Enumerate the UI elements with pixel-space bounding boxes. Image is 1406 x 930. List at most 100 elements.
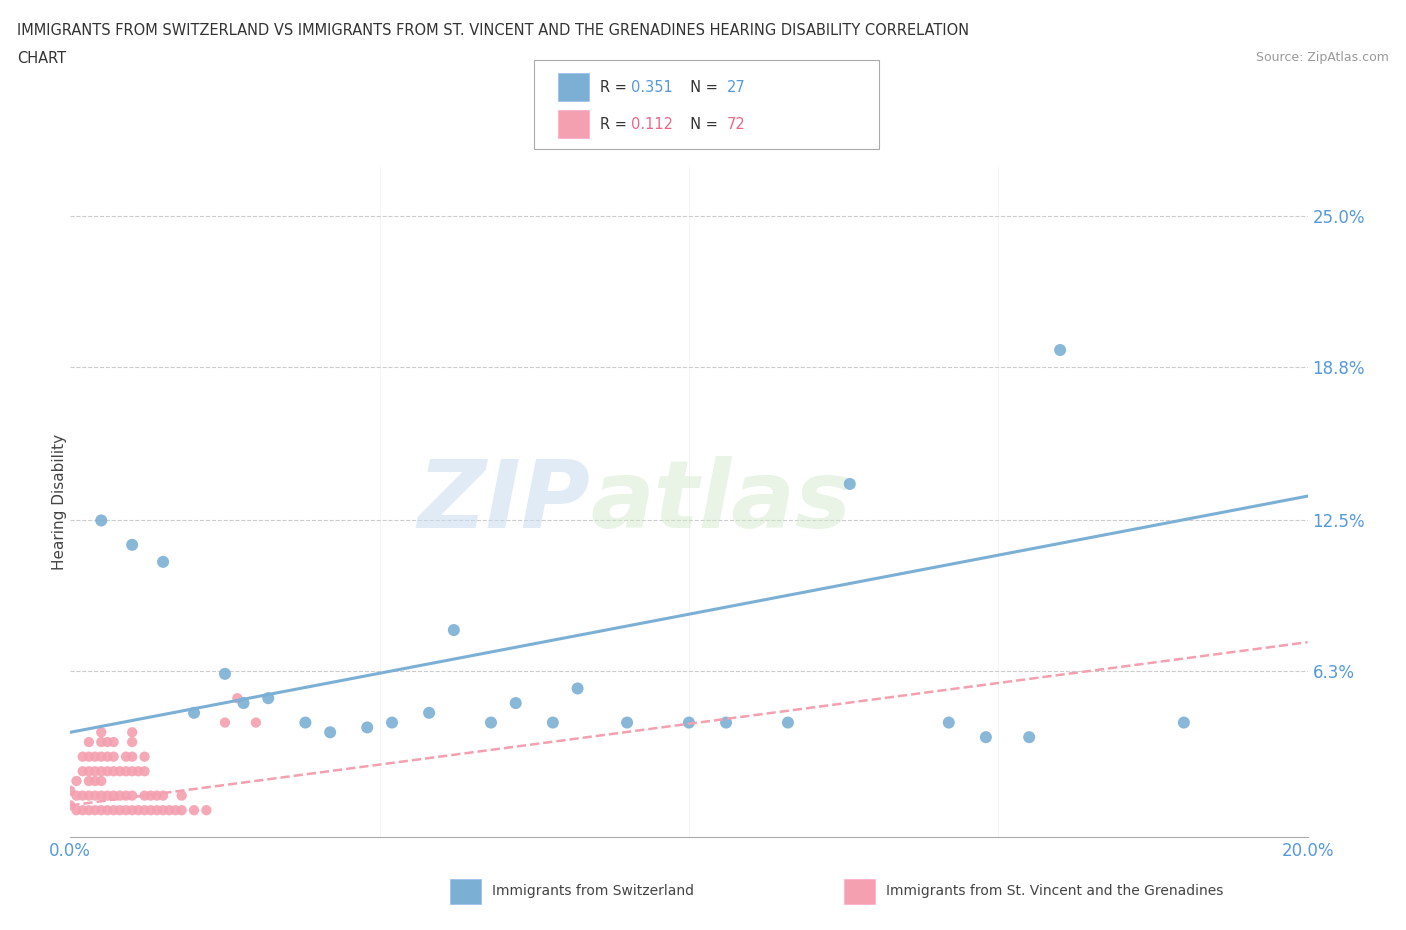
Point <box>84 788 107 803</box>
Point <box>505 696 527 711</box>
Point <box>59 783 82 798</box>
Text: 27: 27 <box>727 80 745 95</box>
Point <box>115 764 138 778</box>
Point <box>616 715 638 730</box>
Point <box>90 513 112 528</box>
Point <box>115 803 138 817</box>
Point <box>134 788 156 803</box>
Text: IMMIGRANTS FROM SWITZERLAND VS IMMIGRANTS FROM ST. VINCENT AND THE GRENADINES HE: IMMIGRANTS FROM SWITZERLAND VS IMMIGRANT… <box>17 23 969 38</box>
Point <box>108 803 131 817</box>
Text: R =: R = <box>600 117 631 132</box>
Point <box>84 764 107 778</box>
Point <box>678 715 700 730</box>
Point <box>139 788 162 803</box>
Point <box>170 788 193 803</box>
Point <box>1018 730 1040 745</box>
Point <box>170 803 193 817</box>
Point <box>479 715 502 730</box>
Point <box>90 803 112 817</box>
Point <box>443 622 465 637</box>
Point <box>139 803 162 817</box>
Y-axis label: Hearing Disability: Hearing Disability <box>52 434 66 570</box>
Point <box>59 798 82 813</box>
Point <box>127 803 149 817</box>
Point <box>1049 342 1071 357</box>
Text: N =: N = <box>681 80 723 95</box>
Point <box>121 788 143 803</box>
Point <box>541 715 564 730</box>
Point <box>84 750 107 764</box>
Point <box>121 750 143 764</box>
Text: R =: R = <box>600 80 631 95</box>
Text: Immigrants from Switzerland: Immigrants from Switzerland <box>492 884 695 898</box>
Text: CHART: CHART <box>17 51 66 66</box>
Point <box>96 764 118 778</box>
Point <box>77 764 100 778</box>
Point <box>77 735 100 750</box>
Point <box>152 554 174 569</box>
Point <box>152 788 174 803</box>
Point <box>134 803 156 817</box>
Point <box>72 788 94 803</box>
Point <box>1173 715 1195 730</box>
Point <box>77 788 100 803</box>
Point <box>121 764 143 778</box>
Point <box>90 788 112 803</box>
Point <box>134 750 156 764</box>
Point <box>77 774 100 789</box>
Text: atlas: atlas <box>591 457 851 548</box>
Point <box>214 667 236 682</box>
Point <box>245 715 267 730</box>
Point <box>183 705 205 720</box>
Point <box>838 476 860 491</box>
Point <box>90 735 112 750</box>
Point <box>115 788 138 803</box>
Point <box>96 788 118 803</box>
Point <box>121 735 143 750</box>
Text: Immigrants from St. Vincent and the Grenadines: Immigrants from St. Vincent and the Gren… <box>886 884 1223 898</box>
Point <box>165 803 187 817</box>
Point <box>96 750 118 764</box>
Point <box>90 750 112 764</box>
Text: ZIP: ZIP <box>418 457 591 548</box>
Point <box>127 764 149 778</box>
Point <box>65 788 87 803</box>
Point <box>146 803 169 817</box>
Point <box>319 724 342 739</box>
Point <box>157 803 180 817</box>
Point <box>72 750 94 764</box>
Point <box>96 803 118 817</box>
Point <box>938 715 960 730</box>
Text: N =: N = <box>681 117 723 132</box>
Point <box>103 764 125 778</box>
Point <box>714 715 737 730</box>
Point <box>103 750 125 764</box>
Point <box>294 715 316 730</box>
Point <box>356 720 378 735</box>
Point <box>134 764 156 778</box>
Text: Source: ZipAtlas.com: Source: ZipAtlas.com <box>1256 51 1389 64</box>
Point <box>90 774 112 789</box>
Point <box>381 715 404 730</box>
Point <box>90 764 112 778</box>
Text: 0.351: 0.351 <box>631 80 673 95</box>
Point <box>418 705 440 720</box>
Point <box>90 724 112 739</box>
Point <box>108 788 131 803</box>
Point <box>152 803 174 817</box>
Point <box>103 803 125 817</box>
Point <box>232 696 254 711</box>
Point <box>65 803 87 817</box>
Point <box>108 764 131 778</box>
Point <box>72 764 94 778</box>
Point <box>776 715 799 730</box>
Point <box>183 803 205 817</box>
Point <box>84 803 107 817</box>
Point <box>96 735 118 750</box>
Point <box>195 803 218 817</box>
Point <box>146 788 169 803</box>
Point <box>214 715 236 730</box>
Point <box>72 803 94 817</box>
Point <box>226 691 249 706</box>
Text: 0.112: 0.112 <box>631 117 673 132</box>
